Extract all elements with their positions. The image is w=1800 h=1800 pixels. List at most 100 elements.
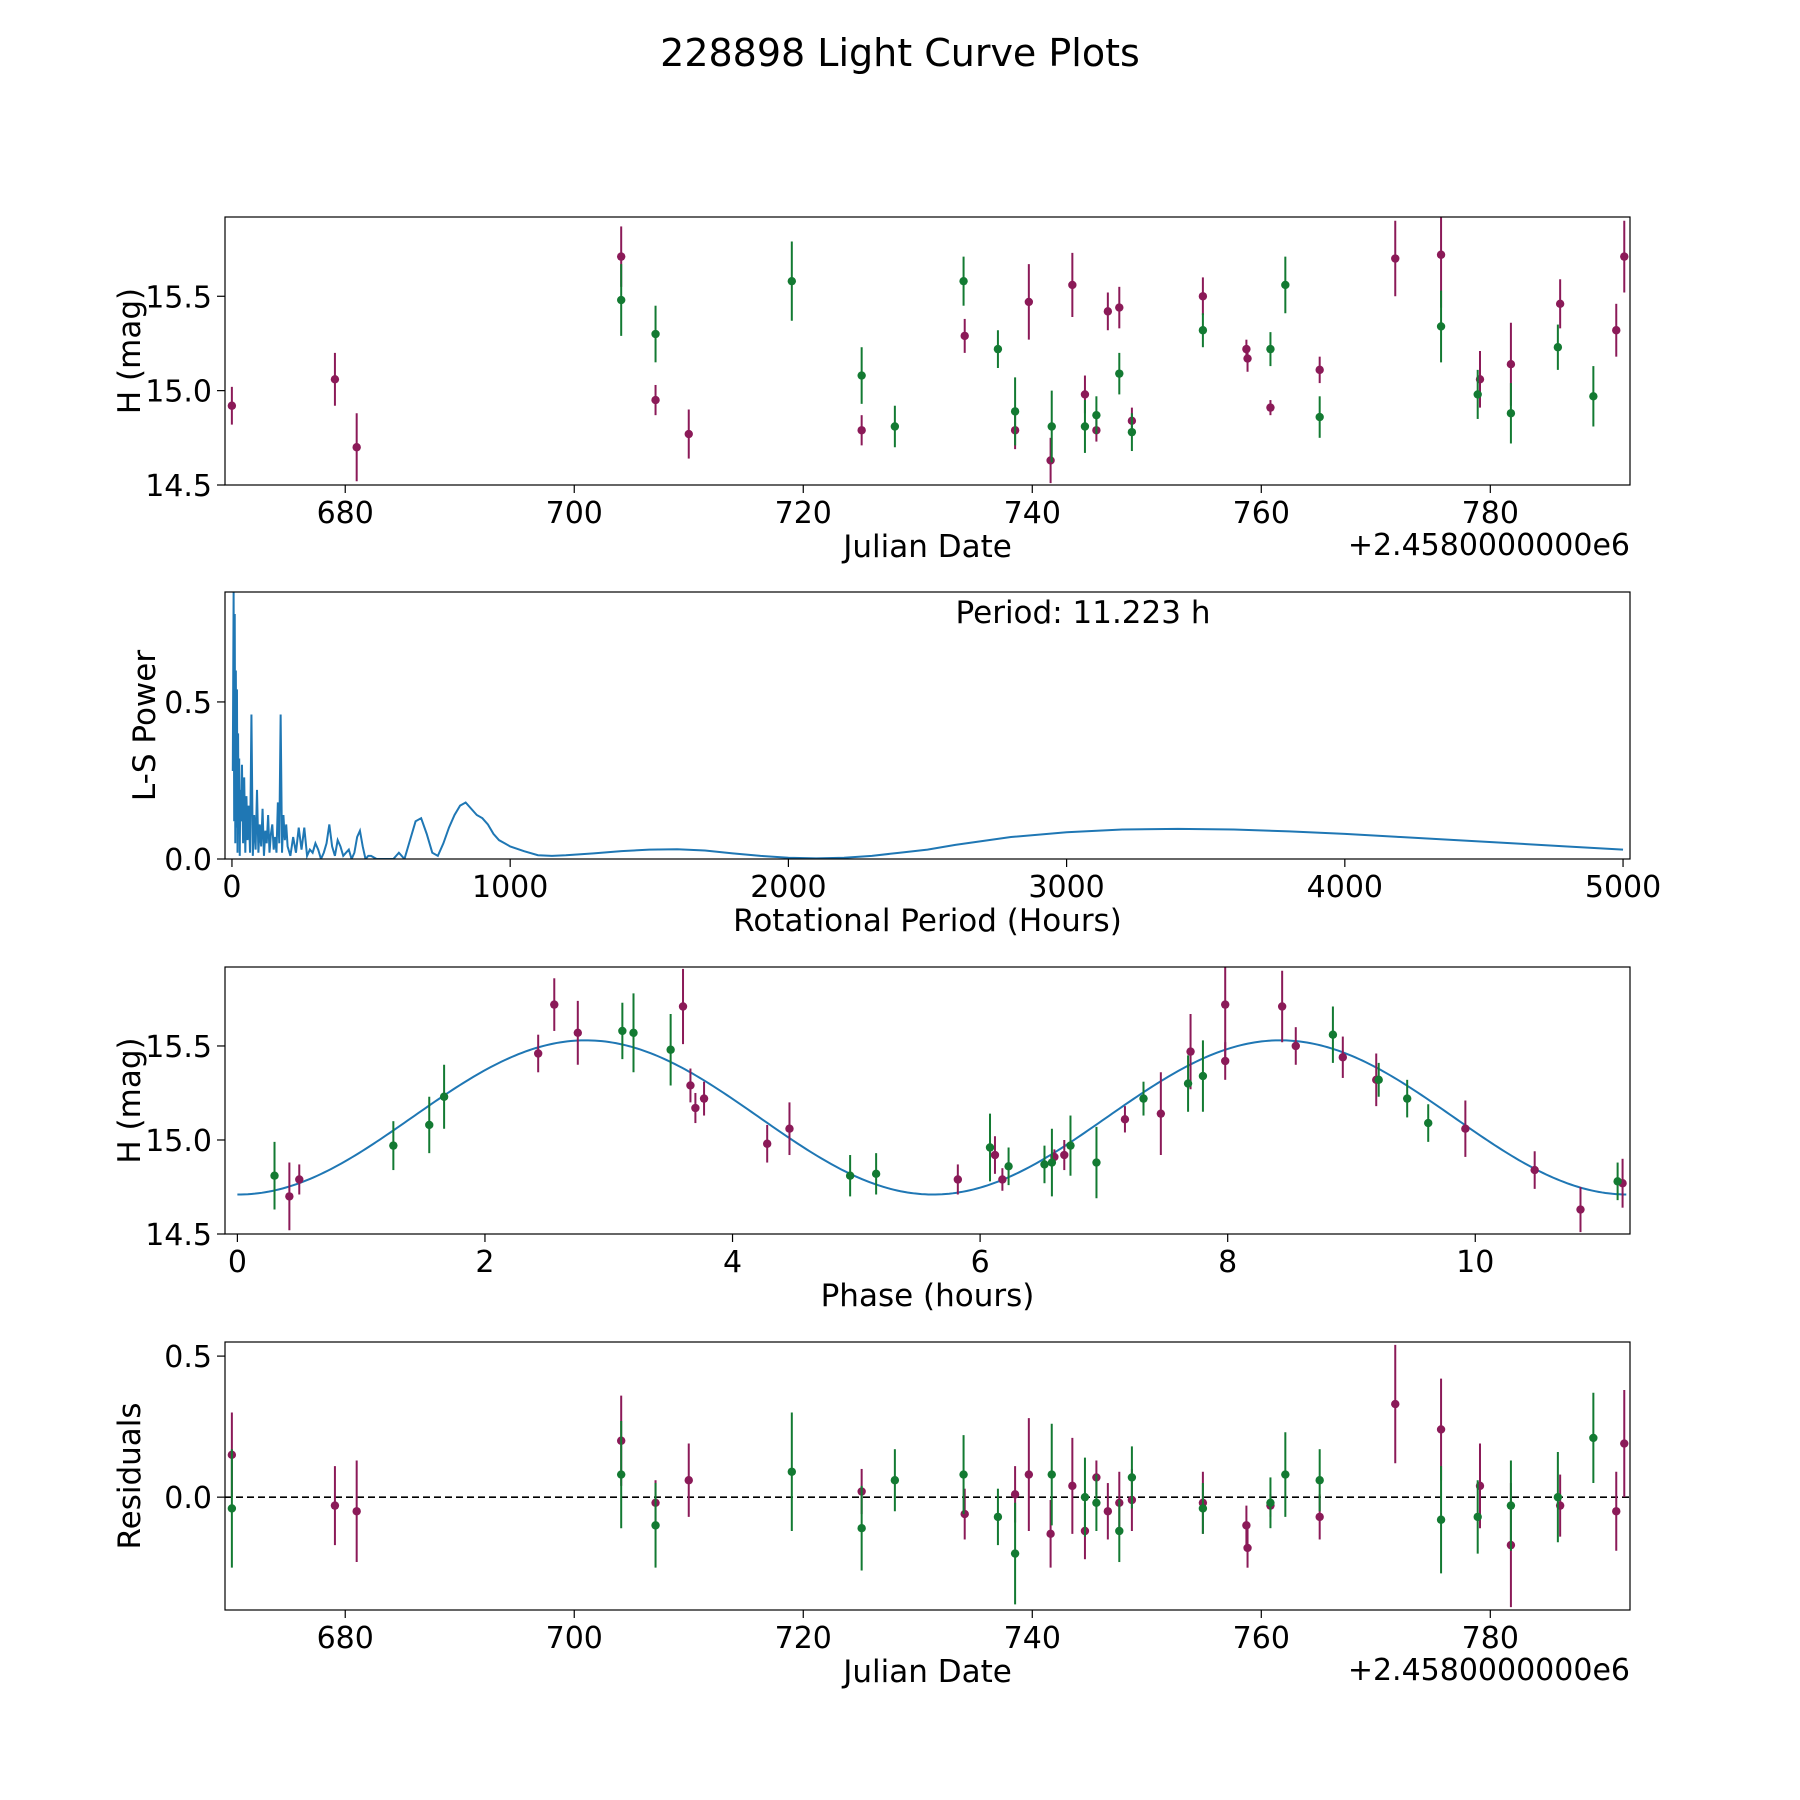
residuals-band-1-point	[960, 1509, 969, 1519]
phased-band-1-point	[699, 1094, 709, 1103]
phased-band-1-point	[1221, 1056, 1230, 1066]
phased-band-1-point	[285, 1192, 294, 1201]
phased-band-2-point	[1066, 1141, 1075, 1150]
residuals-band-2-point	[1080, 1492, 1090, 1502]
residuals-xtick-label: 780	[1462, 1621, 1519, 1656]
lightcurve-band-2-point	[1506, 409, 1516, 418]
residuals-band-1-point	[330, 1501, 340, 1510]
lightcurve-ytick-label: 15.0	[145, 375, 212, 410]
lightcurve-band-2-point	[1266, 344, 1275, 354]
residuals-band-2-point	[1281, 1470, 1290, 1479]
residuals-band-2-point	[1436, 1515, 1446, 1524]
residuals-band-1-point	[1068, 1481, 1077, 1491]
lightcurve-band-1-point	[616, 252, 626, 261]
lightcurve-xtick-label: 780	[1462, 496, 1519, 531]
phased-band-2-point	[629, 1028, 638, 1038]
residuals-xtick-label: 740	[1004, 1621, 1061, 1656]
residuals-band-1-point	[1620, 1439, 1629, 1448]
lightcurve-xtick-label: 760	[1233, 496, 1290, 531]
lightcurve-band-2-point	[787, 276, 797, 286]
residuals-band-1-point	[1242, 1521, 1251, 1530]
phased-band-2-point	[666, 1045, 675, 1054]
phased-band-1-point	[1576, 1205, 1585, 1214]
phased-band-1-point	[1186, 1047, 1195, 1056]
phased-band-1-point	[1060, 1150, 1069, 1160]
phased-band-2-point	[439, 1092, 449, 1101]
residuals-band-2-point	[1553, 1492, 1563, 1502]
residuals-band-2-point	[1198, 1504, 1208, 1513]
phased-ylabel: H (mag)	[112, 1037, 148, 1163]
phased-band-1-point	[1530, 1165, 1539, 1175]
residuals-ytick-label: 0.5	[164, 1340, 212, 1375]
phased-band-2-point	[389, 1141, 398, 1150]
residuals-band-2-point	[890, 1476, 900, 1485]
lightcurve-band-1-point	[1243, 354, 1252, 363]
phased-band-1-point	[573, 1028, 582, 1038]
phased-band-1-point	[295, 1175, 304, 1184]
lightcurve-band-2-point	[616, 295, 626, 305]
phased-band-1-point	[686, 1081, 695, 1090]
periodogram-xlabel: Rotational Period (Hours)	[733, 903, 1122, 939]
lightcurve-band-1-point	[1103, 307, 1113, 316]
phased-band-2-point	[1040, 1160, 1049, 1169]
lightcurve-panel: 680 700 720 740 760 780 14.5 15.0 15.5 Julian Dat…	[112, 216, 1631, 565]
lightcurve-band-2-point	[1010, 407, 1020, 416]
phased-band-2-point	[425, 1120, 434, 1130]
residuals-band-1-point	[1046, 1529, 1055, 1539]
residuals-xtick-label: 680	[317, 1621, 374, 1656]
phased-band-2-point	[1004, 1162, 1013, 1171]
lightcurve-band-1-point	[857, 426, 866, 435]
residuals-data	[225, 1344, 1630, 1608]
periodogram-xtick-label: 3000	[1028, 870, 1104, 905]
phased-band-1-point	[1221, 1000, 1230, 1009]
fit-curve	[237, 1039, 1627, 1196]
residuals-band-2-point	[1315, 1476, 1324, 1485]
lightcurve-band-2-point	[1198, 326, 1208, 335]
periodogram-xtick-label: 1000	[472, 870, 548, 905]
lightcurve-band-1-point	[1620, 252, 1629, 261]
residuals-band-1-point	[1243, 1543, 1252, 1553]
lightcurve-xtick-label: 700	[546, 496, 603, 531]
phased-band-2-point	[618, 1026, 627, 1036]
lightcurve-band-1-point	[1266, 403, 1275, 412]
periodogram-panel: 0 1000 2000 3000 4000 5000 0.0 0.5 Rotational Pe…	[127, 591, 1661, 939]
lightcurve-band-1-point	[1115, 303, 1124, 312]
phased-xtick-label: 4	[723, 1245, 742, 1280]
phased-band-1-point	[785, 1124, 794, 1133]
residuals-band-2-point	[1115, 1526, 1124, 1536]
phased-band-1-point	[1156, 1109, 1166, 1118]
phased-xtick-label: 0	[228, 1245, 247, 1280]
phased-band-1-point	[691, 1103, 700, 1113]
lightcurve-band-2-point	[1436, 322, 1446, 331]
phased-band-1-point	[1120, 1115, 1130, 1124]
residuals-xlabel: Julian Date	[841, 1654, 1012, 1690]
residuals-xtick-label: 700	[546, 1621, 603, 1656]
phased-band-1-point	[533, 1049, 543, 1058]
lightcurve-ylabel: H (mag)	[112, 288, 148, 414]
phased-band-2-point	[871, 1169, 881, 1179]
lightcurve-x-offset-label: +2.4580000000e6	[1348, 528, 1630, 563]
phased-xlabel: Phase (hours)	[821, 1278, 1035, 1314]
residuals-band-1-point	[1391, 1399, 1400, 1409]
lightcurve-band-1-point	[1242, 344, 1251, 354]
phased-band-1-point	[762, 1139, 772, 1148]
residuals-band-2-point	[651, 1521, 660, 1530]
periodogram-ytick-label: 0.5	[164, 686, 212, 721]
phased-data	[237, 967, 1627, 1233]
residuals-band-2-point	[1473, 1512, 1482, 1522]
lightcurve-band-1-point	[684, 429, 693, 439]
residuals-band-1-point	[352, 1507, 361, 1516]
residuals-band-1-point	[1315, 1512, 1324, 1522]
phased-xtick-label: 6	[971, 1245, 990, 1280]
phased-band-2-point	[1183, 1079, 1193, 1088]
periodogram-data	[231, 592, 1624, 859]
phased-band-2-point	[985, 1143, 995, 1152]
periodogram-ylabel: L-S Power	[127, 650, 163, 801]
phased-xtick-label: 10	[1456, 1245, 1494, 1280]
lightcurve-band-2-point	[959, 276, 968, 286]
phased-band-2-point	[1047, 1158, 1057, 1167]
residuals-band-1-point	[1024, 1470, 1034, 1479]
lightcurve-band-2-point	[1127, 427, 1137, 437]
phased-band-1-point	[953, 1175, 963, 1184]
